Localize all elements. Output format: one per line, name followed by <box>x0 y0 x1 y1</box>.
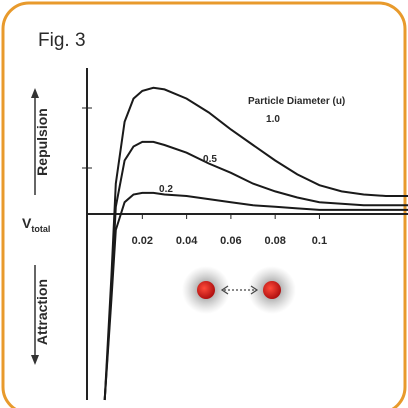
particles-illustration <box>182 266 296 314</box>
arrow-head <box>31 355 39 365</box>
x-tick-label: 0.1 <box>312 235 327 247</box>
series-label: 0.5 <box>203 154 217 165</box>
curve <box>103 140 408 401</box>
legend-title: Particle Diameter (u) <box>248 96 345 107</box>
repulsion-label: Repulsion <box>34 108 50 176</box>
curve <box>103 86 408 401</box>
x-tick-label: 0.06 <box>220 235 241 247</box>
arrow-head <box>31 88 39 98</box>
x-tick-label: 0.02 <box>132 235 153 247</box>
figure-title: Fig. 3 <box>38 30 86 51</box>
y-label-main: V <box>22 215 32 231</box>
y-label-sub: total <box>31 224 50 234</box>
series-label: 0.2 <box>159 184 173 195</box>
y-axis-label: Vtotal <box>22 215 50 234</box>
x-tick-label: 0.04 <box>176 235 198 247</box>
curve <box>103 191 408 401</box>
x-tick-label: 0.08 <box>264 235 285 247</box>
attraction-label: Attraction <box>34 279 50 345</box>
series-label: 1.0 <box>266 114 280 125</box>
